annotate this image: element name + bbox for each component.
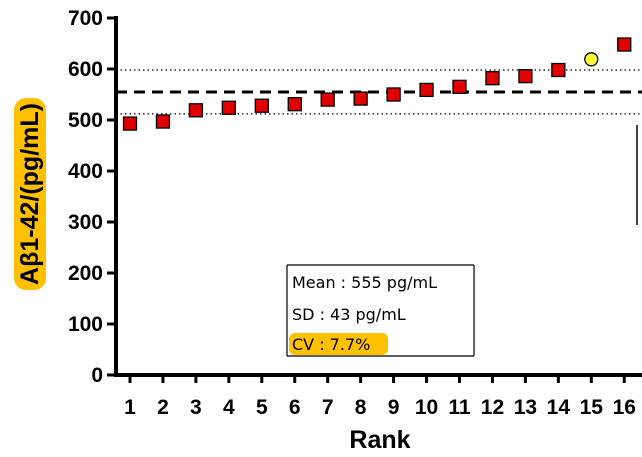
x-tick-label: 2 [157,396,169,419]
y-axis-ticks: 0 100 200 300 400 500 600 700 [68,7,116,387]
x-tick-label: 4 [223,396,235,419]
x-tick-label: 5 [256,396,268,419]
x-axis-ticks: 1 2 3 4 5 6 7 8 9 10 11 12 13 14 15 16 [124,375,636,419]
data-point-square [122,116,138,131]
y-axis-title-group: Aβ1-42/(pg/mL) [14,98,46,290]
x-tick-label: 9 [388,396,400,419]
y-tick-label: 100 [68,313,103,336]
x-tick-label: 10 [415,396,438,419]
x-tick-label: 14 [547,396,571,419]
stats-cv: CV : 7.7% [292,335,370,354]
x-tick-label: 6 [289,396,301,419]
x-tick-label: 13 [514,396,537,419]
data-point-square [155,114,171,129]
x-tick-label: 7 [322,396,334,419]
data-points [122,37,632,131]
stats-sd: SD : 43 pg/mL [292,305,406,324]
data-point-square [287,97,302,112]
y-tick-label: 700 [68,7,103,30]
y-tick-label: 200 [68,262,103,285]
y-axis-title-highlight [14,98,46,290]
data-point-square [188,103,204,118]
y-tick-label: 600 [68,58,103,81]
x-tick-label: 11 [448,396,471,419]
data-point-square [485,71,500,86]
reference-lines [116,69,642,115]
x-tick-label: 8 [355,396,367,419]
data-point-circle [584,52,599,67]
data-point-square [617,37,632,52]
data-point-square [551,62,566,78]
y-axis-title: Aβ1-42/(pg/mL) [16,103,44,285]
axes [114,16,642,377]
x-tick-label: 15 [580,396,604,419]
y-tick-label: 500 [68,109,103,132]
y-tick-label: 400 [68,160,103,183]
data-point-square [221,100,237,115]
data-point-square [353,91,368,106]
x-axis-title: Rank [349,426,410,454]
x-tick-label: 3 [190,396,202,419]
data-point-square [452,79,467,94]
y-tick-label: 300 [68,211,103,234]
stats-cv-highlight [289,333,388,355]
data-point-square [320,92,335,107]
y-tick-label: 0 [91,364,103,387]
data-point-square [254,98,269,113]
data-point-square [386,87,401,102]
x-tick-label: 16 [613,396,636,419]
data-point-square [419,82,434,98]
data-point-square [518,68,533,84]
stats-mean: Mean : 555 pg/mL [292,273,437,292]
x-tick-label: 1 [124,396,136,419]
stats-annotation: Mean : 555 pg/mL SD : 43 pg/mL CV : 7.7% [286,264,475,357]
x-tick-label: 12 [481,396,504,419]
